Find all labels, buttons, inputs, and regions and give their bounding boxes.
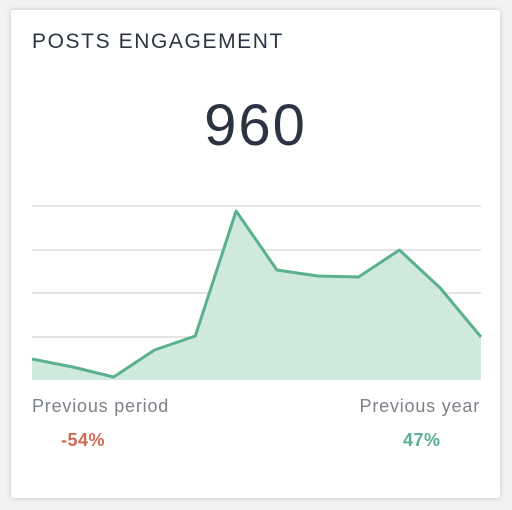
widget-title: POSTS ENGAGEMENT [32,30,284,53]
chart-line [31,209,483,379]
engagement-chart [31,205,483,380]
chart-area [32,211,481,380]
previous-year-label: Previous year [359,396,480,416]
previous-period-label: Previous period [32,396,170,416]
posts-engagement-card: POSTS ENGAGEMENT 960 Previous period Pre… [11,10,500,498]
previous-period-value: -54% [61,430,106,450]
previous-year-value: 47% [403,430,441,450]
metric-value: 960 [204,93,307,158]
